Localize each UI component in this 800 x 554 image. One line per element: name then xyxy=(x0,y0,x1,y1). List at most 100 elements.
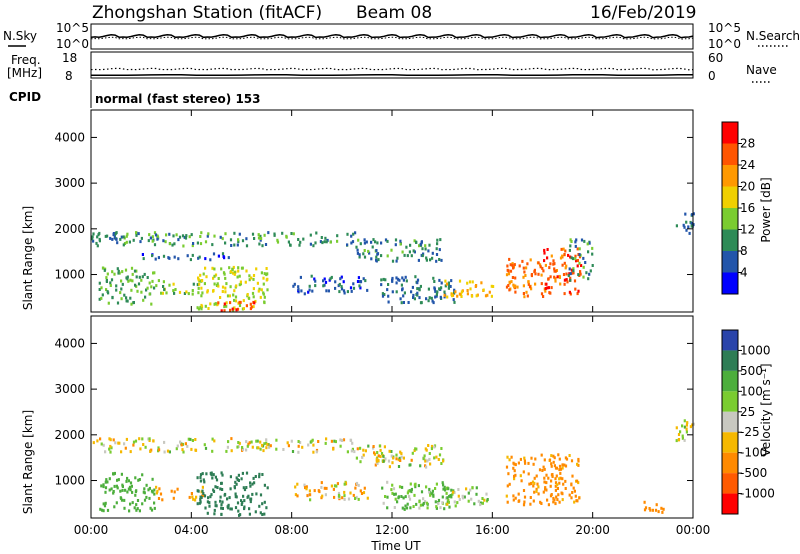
data-cell xyxy=(512,462,514,465)
data-cell xyxy=(514,263,516,266)
data-cell xyxy=(197,291,199,294)
data-cell xyxy=(234,273,236,276)
data-cell xyxy=(545,287,547,290)
data-cell xyxy=(204,267,206,270)
colorbar-tick-label: 16 xyxy=(740,201,755,215)
data-cell xyxy=(213,235,215,238)
data-cell xyxy=(536,475,538,478)
data-cell xyxy=(122,283,124,286)
data-cell xyxy=(260,493,262,496)
data-cell xyxy=(174,490,176,493)
data-cell xyxy=(552,497,554,500)
data-cell xyxy=(448,506,450,509)
data-cell xyxy=(131,267,133,270)
data-cell xyxy=(411,254,413,257)
data-cell xyxy=(105,502,107,505)
data-cell xyxy=(428,299,430,302)
data-cell xyxy=(234,481,236,484)
data-cell xyxy=(141,237,143,240)
data-cell xyxy=(174,256,176,259)
data-cell xyxy=(565,456,567,459)
data-cell xyxy=(262,291,264,294)
data-cell xyxy=(354,487,356,490)
data-cell xyxy=(204,282,206,285)
data-cell xyxy=(108,437,110,440)
data-cell xyxy=(117,486,119,489)
data-cell xyxy=(577,273,579,276)
colorbar-segment xyxy=(722,187,738,209)
data-cell xyxy=(380,254,382,257)
data-cell xyxy=(424,244,426,247)
data-cell xyxy=(261,473,263,476)
data-cell xyxy=(508,269,510,272)
data-cell xyxy=(213,512,215,515)
data-cell xyxy=(229,301,231,304)
data-cell xyxy=(431,297,433,300)
data-cell xyxy=(233,232,235,235)
data-cell xyxy=(216,478,218,481)
data-cell xyxy=(220,496,222,499)
data-cell xyxy=(555,496,557,499)
data-cell xyxy=(143,257,145,260)
data-cell xyxy=(298,244,300,247)
data-cell xyxy=(436,242,438,245)
data-cell xyxy=(448,287,450,290)
data-cell xyxy=(578,262,580,265)
data-cell xyxy=(538,492,540,495)
data-cell xyxy=(506,273,508,276)
data-cell xyxy=(213,473,215,476)
data-cell xyxy=(224,242,226,245)
data-cell xyxy=(233,244,235,247)
data-cell xyxy=(245,440,247,443)
data-cell xyxy=(532,481,534,484)
x-tick-label: 20:00 xyxy=(575,523,610,537)
data-cell xyxy=(232,294,234,297)
data-cell xyxy=(189,438,191,441)
data-cell xyxy=(373,445,375,448)
data-cell xyxy=(198,490,200,493)
data-cell xyxy=(446,283,448,286)
data-cell xyxy=(448,282,450,285)
x-tick-label: 00:00 xyxy=(74,523,109,537)
data-cell xyxy=(363,491,365,494)
data-cell xyxy=(357,447,359,450)
x-axis-label: Time UT xyxy=(370,539,421,553)
data-cell xyxy=(224,290,226,293)
data-cell xyxy=(263,301,265,304)
data-cell xyxy=(136,275,138,278)
data-cell xyxy=(574,257,576,260)
data-cell xyxy=(527,280,529,283)
data-cell xyxy=(230,487,232,490)
colorbar-segment xyxy=(722,273,738,295)
data-cell xyxy=(261,271,263,274)
data-cell xyxy=(508,258,510,261)
data-cell xyxy=(346,243,348,246)
data-cell xyxy=(311,275,313,278)
data-cell xyxy=(380,278,382,281)
data-cell xyxy=(312,444,314,447)
data-cell xyxy=(356,482,358,485)
data-cell xyxy=(523,284,525,287)
data-cell xyxy=(293,232,295,235)
data-cell xyxy=(545,474,547,477)
data-cell xyxy=(198,287,200,290)
data-cell xyxy=(282,448,284,451)
data-cell xyxy=(126,477,128,480)
data-cell xyxy=(453,301,455,304)
data-cell xyxy=(386,481,388,484)
data-cell xyxy=(468,500,470,503)
data-cell xyxy=(239,304,241,307)
data-cell xyxy=(420,285,422,288)
data-cell xyxy=(455,504,457,507)
data-cell xyxy=(469,489,471,492)
data-cell xyxy=(108,302,110,305)
data-cell xyxy=(395,457,397,460)
data-cell xyxy=(559,472,561,475)
data-cell xyxy=(521,479,523,482)
data-cell xyxy=(333,496,335,499)
data-cell xyxy=(405,495,407,498)
data-cell xyxy=(161,498,163,501)
data-cell xyxy=(681,424,683,427)
data-cell xyxy=(123,235,125,238)
data-cell xyxy=(485,493,487,496)
